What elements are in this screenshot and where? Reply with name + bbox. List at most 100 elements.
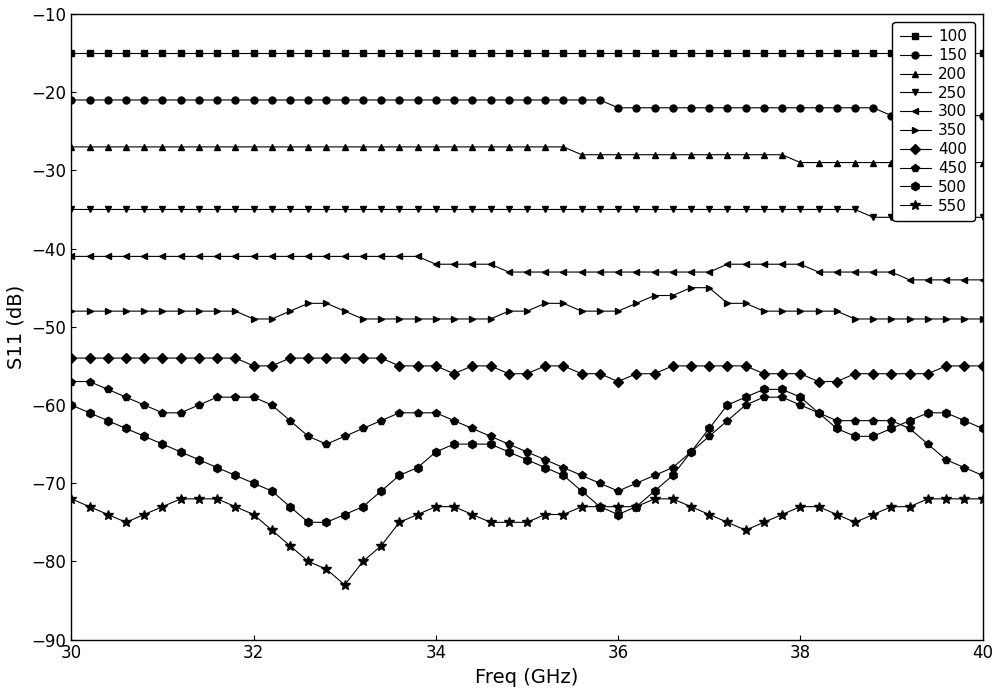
250 <box>958 213 970 221</box>
Line: 300: 300 <box>68 253 986 283</box>
550 <box>958 495 970 503</box>
500 <box>758 385 770 393</box>
400 <box>685 362 697 370</box>
300 <box>977 276 989 284</box>
150 <box>977 112 989 120</box>
Line: 450: 450 <box>67 378 987 496</box>
450 <box>958 464 970 472</box>
400 <box>977 362 989 370</box>
Line: 250: 250 <box>68 206 986 221</box>
Line: 150: 150 <box>68 96 986 119</box>
500 <box>302 518 314 527</box>
Legend: 100, 150, 200, 250, 300, 350, 400, 450, 500, 550: 100, 150, 200, 250, 300, 350, 400, 450, … <box>892 22 975 221</box>
450 <box>685 448 697 456</box>
100 <box>977 49 989 57</box>
150 <box>339 96 351 104</box>
300 <box>904 276 916 284</box>
350 <box>284 307 296 315</box>
450 <box>357 424 369 432</box>
450 <box>339 432 351 441</box>
300 <box>721 260 733 269</box>
350 <box>977 315 989 323</box>
200 <box>339 143 351 151</box>
400 <box>740 362 752 370</box>
100 <box>667 49 679 57</box>
250 <box>357 205 369 214</box>
350 <box>958 315 970 323</box>
500 <box>977 424 989 432</box>
100 <box>357 49 369 57</box>
300 <box>266 252 278 260</box>
550 <box>740 526 752 534</box>
350 <box>248 315 260 323</box>
150 <box>667 103 679 112</box>
250 <box>65 205 77 214</box>
300 <box>65 252 77 260</box>
200 <box>65 143 77 151</box>
300 <box>667 268 679 276</box>
200 <box>794 158 806 167</box>
500 <box>740 393 752 401</box>
550 <box>357 557 369 566</box>
Line: 550: 550 <box>67 494 987 590</box>
150 <box>266 96 278 104</box>
500 <box>685 448 697 456</box>
450 <box>266 401 278 409</box>
Line: 100: 100 <box>68 49 986 56</box>
350 <box>685 284 697 292</box>
500 <box>266 487 278 496</box>
200 <box>266 143 278 151</box>
550 <box>266 526 278 534</box>
450 <box>977 471 989 480</box>
300 <box>958 276 970 284</box>
500 <box>65 401 77 409</box>
100 <box>65 49 77 57</box>
400 <box>612 378 624 386</box>
100 <box>721 49 733 57</box>
100 <box>958 49 970 57</box>
Line: 500: 500 <box>67 385 987 527</box>
250 <box>721 205 733 214</box>
150 <box>885 112 897 120</box>
Y-axis label: S11 (dB): S11 (dB) <box>7 285 26 369</box>
Line: 200: 200 <box>68 144 986 166</box>
550 <box>977 495 989 503</box>
450 <box>65 378 77 386</box>
550 <box>375 541 387 550</box>
100 <box>266 49 278 57</box>
100 <box>339 49 351 57</box>
400 <box>339 354 351 362</box>
550 <box>685 502 697 511</box>
400 <box>65 354 77 362</box>
350 <box>375 315 387 323</box>
150 <box>958 112 970 120</box>
200 <box>667 151 679 159</box>
250 <box>867 213 879 221</box>
250 <box>266 205 278 214</box>
450 <box>740 401 752 409</box>
400 <box>357 354 369 362</box>
250 <box>977 213 989 221</box>
200 <box>977 158 989 167</box>
150 <box>65 96 77 104</box>
350 <box>65 307 77 315</box>
200 <box>357 143 369 151</box>
500 <box>375 487 387 496</box>
Line: 400: 400 <box>68 355 986 385</box>
500 <box>357 502 369 511</box>
300 <box>339 252 351 260</box>
Line: 350: 350 <box>68 285 986 323</box>
550 <box>339 581 351 589</box>
450 <box>612 487 624 496</box>
400 <box>958 362 970 370</box>
150 <box>721 103 733 112</box>
200 <box>721 151 733 159</box>
400 <box>266 362 278 370</box>
300 <box>357 252 369 260</box>
250 <box>667 205 679 214</box>
200 <box>958 158 970 167</box>
X-axis label: Freq (GHz): Freq (GHz) <box>475 668 579 687</box>
500 <box>958 416 970 425</box>
150 <box>357 96 369 104</box>
350 <box>703 284 715 292</box>
